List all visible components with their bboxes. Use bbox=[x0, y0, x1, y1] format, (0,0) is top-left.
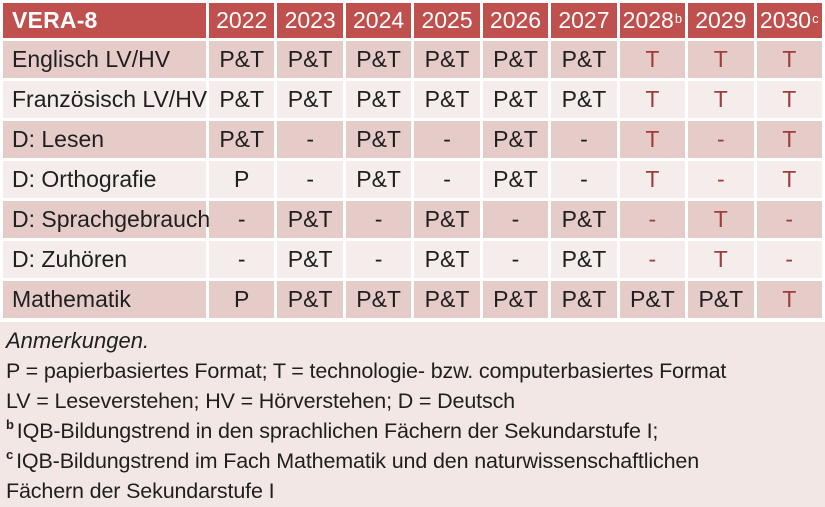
value-cell: - bbox=[482, 201, 549, 238]
value-cell: T bbox=[688, 201, 754, 238]
value-cell: P&T bbox=[345, 121, 412, 158]
row-label: D: Zuhören bbox=[3, 241, 206, 278]
value-cell: P&T bbox=[551, 41, 617, 78]
value-cell: P&T bbox=[277, 281, 343, 318]
value-cell: P&T bbox=[414, 241, 480, 278]
value-cell: P&T bbox=[551, 201, 617, 238]
value-cell: P&T bbox=[688, 281, 754, 318]
value-cell: - bbox=[277, 161, 343, 198]
value-cell: - bbox=[209, 201, 275, 238]
value-cell: P bbox=[209, 281, 275, 318]
value-cell: T bbox=[756, 121, 822, 158]
note-line: b IQB-Bildungstrend in den sprachlichen F… bbox=[6, 416, 659, 443]
value-cell: P&T bbox=[619, 281, 686, 318]
value-cell: P&T bbox=[482, 121, 549, 158]
value-cell: P&T bbox=[551, 81, 617, 118]
value-cell: - bbox=[619, 201, 686, 238]
footnote-marker: b bbox=[6, 416, 14, 432]
value-cell: P&T bbox=[551, 241, 617, 278]
notes-lines: P = papierbasiertes Format; T = technolo… bbox=[6, 356, 813, 506]
value-cell: - bbox=[688, 121, 754, 158]
value-cell: P&T bbox=[209, 41, 275, 78]
value-cell: T bbox=[756, 81, 822, 118]
value-cell: P&T bbox=[277, 241, 343, 278]
value-cell: P&T bbox=[345, 81, 412, 118]
value-cell: T bbox=[619, 121, 686, 158]
value-cell: - bbox=[551, 121, 617, 158]
footnote-marker: c bbox=[6, 446, 14, 462]
row-label: Französisch LV/HV bbox=[3, 81, 207, 118]
value-cell: - bbox=[619, 241, 686, 278]
year-header-cell: 2023 bbox=[277, 3, 343, 38]
value-cell: P&T bbox=[277, 201, 343, 238]
value-cell: P&T bbox=[482, 161, 549, 198]
note-line: LV = Leseverstehen; HV = Hörverstehen; D… bbox=[6, 389, 515, 413]
value-cell: P&T bbox=[277, 81, 343, 118]
notes-section: Anmerkungen. P = papierbasiertes Format;… bbox=[0, 322, 825, 507]
year-header-cell: 2029 bbox=[688, 3, 754, 38]
year-header-cell: 2025 bbox=[414, 3, 480, 38]
value-cell: - bbox=[345, 201, 412, 238]
value-cell: - bbox=[277, 121, 343, 158]
value-cell: P&T bbox=[482, 41, 549, 78]
value-cell: T bbox=[688, 41, 754, 78]
value-cell: P bbox=[209, 161, 275, 198]
value-cell: T bbox=[756, 281, 822, 318]
value-cell: T bbox=[756, 41, 822, 78]
value-cell: P&T bbox=[414, 281, 480, 318]
note-line: c IQB-Bildungstrend im Fach Mathematik un… bbox=[6, 446, 700, 503]
year-header-cell: 2022 bbox=[209, 3, 275, 38]
notes-heading: Anmerkungen. bbox=[6, 328, 150, 353]
value-cell: P&T bbox=[482, 281, 549, 318]
value-cell: - bbox=[209, 241, 275, 278]
value-cell: P&T bbox=[414, 81, 480, 118]
value-cell: - bbox=[482, 241, 549, 278]
value-cell: - bbox=[414, 161, 480, 198]
value-cell: T bbox=[619, 41, 686, 78]
value-cell: T bbox=[756, 161, 822, 198]
year-header-cell: 2027 bbox=[551, 3, 617, 38]
value-cell: P&T bbox=[414, 201, 480, 238]
value-cell: - bbox=[688, 161, 754, 198]
value-cell: P&T bbox=[482, 81, 549, 118]
value-cell: P&T bbox=[345, 41, 412, 78]
row-label: Englisch LV/HV bbox=[3, 41, 206, 78]
row-label: D: Lesen bbox=[3, 121, 206, 158]
row-label: Mathematik bbox=[3, 281, 206, 318]
year-header-cell: 2030 c bbox=[756, 3, 822, 38]
table-title-cell: VERA-8 bbox=[3, 3, 206, 38]
value-cell: T bbox=[619, 81, 686, 118]
value-cell: P&T bbox=[414, 41, 480, 78]
value-cell: P&T bbox=[277, 41, 343, 78]
value-cell: - bbox=[345, 241, 412, 278]
value-cell: P&T bbox=[345, 161, 412, 198]
value-cell: P&T bbox=[551, 281, 617, 318]
year-header-cell: 2026 bbox=[482, 3, 549, 38]
value-cell: T bbox=[619, 161, 686, 198]
value-cell: T bbox=[688, 241, 754, 278]
year-header-cell: 2028 b bbox=[619, 3, 686, 38]
value-cell: - bbox=[414, 121, 480, 158]
note-line: P = papierbasiertes Format; T = technolo… bbox=[6, 359, 727, 383]
row-label: D: Sprachgebrauch bbox=[3, 201, 210, 238]
value-cell: - bbox=[551, 161, 617, 198]
row-label: D: Orthografie bbox=[3, 161, 206, 198]
value-cell: P&T bbox=[345, 281, 412, 318]
vera8-table: VERA-8 2022 2023 2024 2025 2026 2027 2028 b 2029 2… bbox=[3, 3, 822, 318]
value-cell: T bbox=[688, 81, 754, 118]
value-cell: P&T bbox=[209, 121, 275, 158]
value-cell: - bbox=[756, 201, 822, 238]
value-cell: P&T bbox=[209, 81, 275, 118]
year-header-cell: 2024 bbox=[345, 3, 412, 38]
value-cell: - bbox=[756, 241, 822, 278]
